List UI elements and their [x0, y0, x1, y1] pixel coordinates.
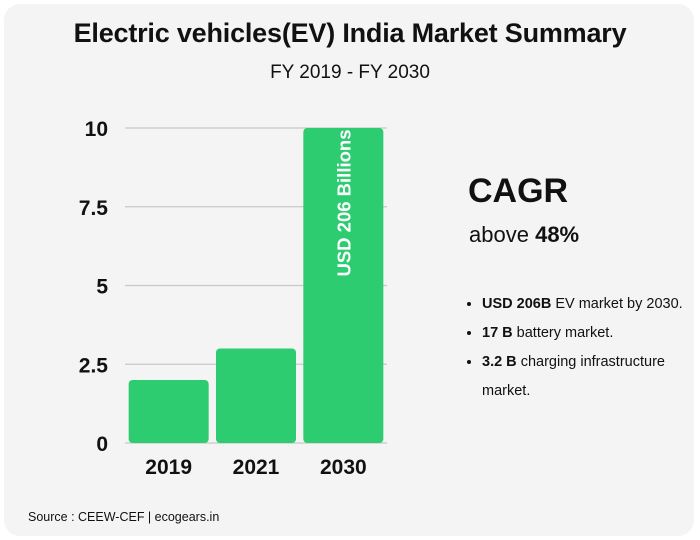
list-item-bold: 17 B [482, 325, 513, 341]
y-tick-label: 7.5 [79, 197, 109, 220]
y-tick-label: 5 [96, 276, 108, 299]
cagr-subtitle: above 48% [469, 222, 579, 248]
bar [128, 380, 209, 443]
bar [216, 348, 296, 443]
page-subtitle: FY 2019 - FY 2030 [270, 62, 430, 83]
bar [303, 128, 384, 443]
page-title: Electric vehicles(EV) India Market Summa… [73, 18, 627, 48]
list-item-bold: USD 206B [482, 296, 552, 312]
source-note: Source : CEEW-CEF | ecogears.in [28, 510, 220, 524]
x-tick-label: 2019 [145, 456, 192, 479]
cagr-value: 48% [535, 222, 580, 247]
list-item: 3.2 B charging infrastructure market. [482, 348, 692, 406]
list-item-text: battery market. [512, 325, 614, 341]
x-tick-label: 2030 [320, 456, 367, 479]
list-item: USD 206B EV market by 2030. [482, 290, 692, 319]
list-item-bold: 3.2 B [482, 354, 517, 370]
y-tick-label: 10 [85, 118, 108, 141]
list-item-text: EV market by 2030. [551, 296, 683, 312]
cagr-title: CAGR [468, 172, 569, 210]
y-tick-label: 2.5 [79, 354, 109, 377]
bar-annotation: USD 206 Billions [333, 129, 354, 276]
list-item-text: charging infrastructure market. [482, 354, 665, 399]
cagr-prefix: above [469, 222, 529, 247]
x-tick-label: 2021 [233, 456, 280, 479]
list-item: 17 B battery market. [482, 319, 692, 348]
highlights-list: USD 206B EV market by 2030. 17 B battery… [464, 290, 692, 406]
y-tick-label: 0 [96, 433, 108, 456]
